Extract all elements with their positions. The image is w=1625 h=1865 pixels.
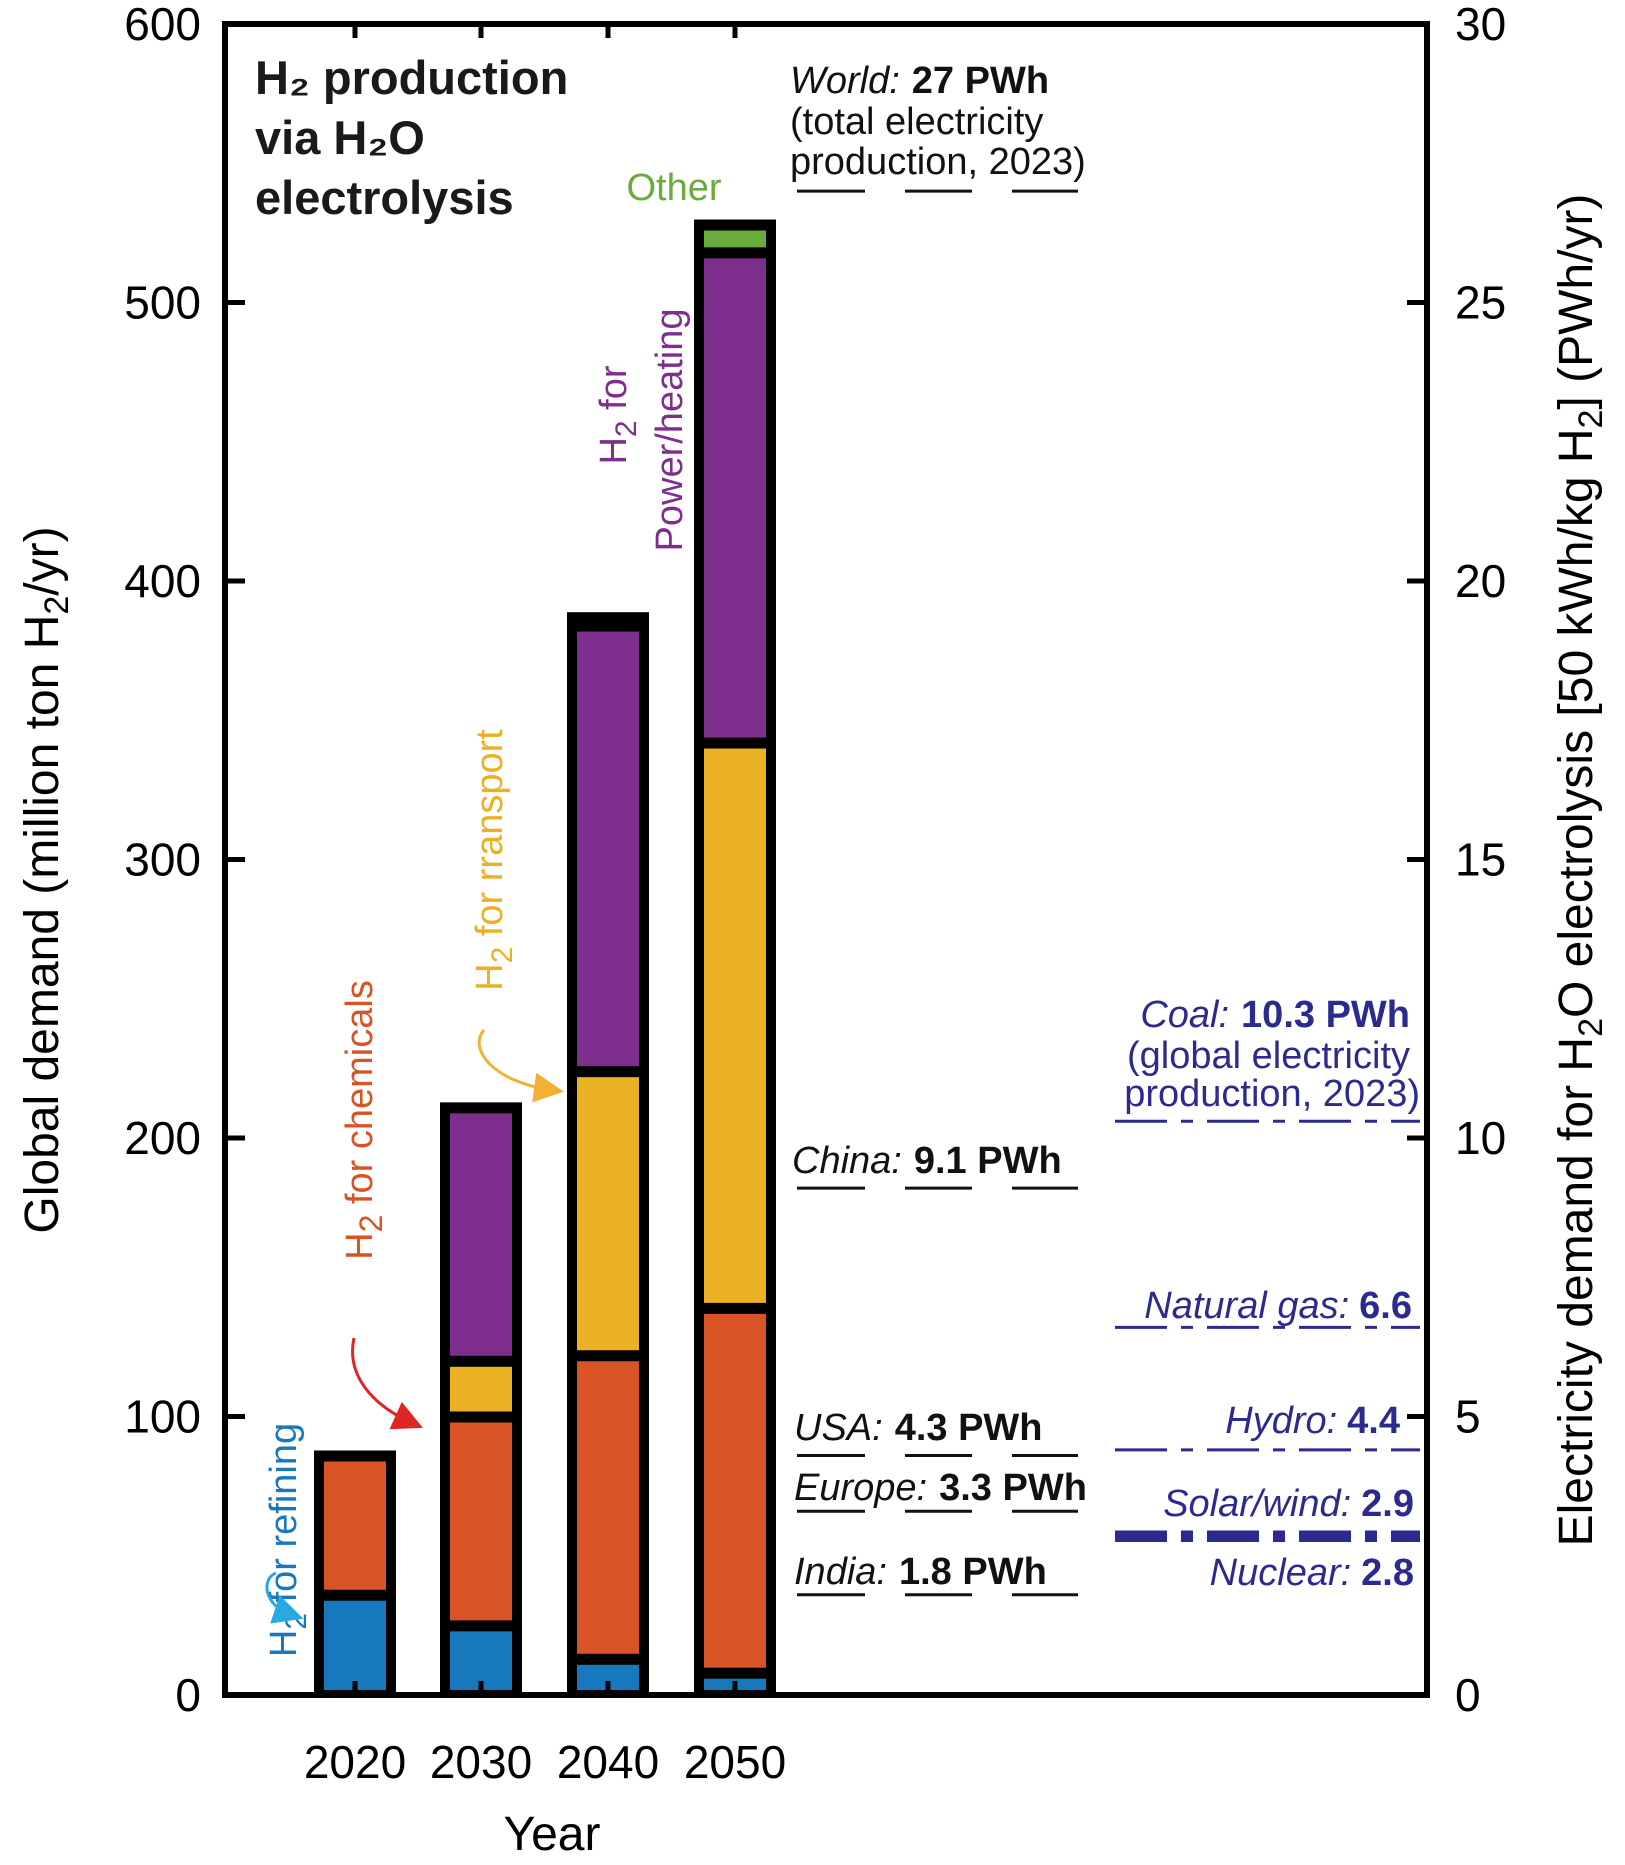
title-line-1: H₂ production <box>255 51 568 104</box>
chart-title: H₂ production via H₂O electrolysis <box>255 51 568 224</box>
ref-coal-note-2: production, 2023) <box>1124 1073 1420 1115</box>
ref-world-note-1: (total electricity <box>790 101 1043 143</box>
y2-tick-label: 10 <box>1455 1112 1506 1164</box>
y2-tick-label: 0 <box>1455 1669 1481 1721</box>
y-tick-label: 600 <box>124 0 201 50</box>
bars-layer: 2020 2030 2040 2050 <box>304 24 786 1788</box>
axes-layer: 0 100 200 300 400 500 600 0 5 10 15 20 25 30 <box>124 0 1506 1721</box>
y-tick-label: 100 <box>124 1391 201 1443</box>
ref-hydro-label: Hydro: 4.4 <box>1225 1400 1400 1442</box>
arrow-refining <box>265 1571 304 1624</box>
title-line-2: via H₂O <box>255 111 425 164</box>
bar-segment-2030-3 <box>450 1113 512 1356</box>
label-refining: H2 for refining <box>263 1423 313 1657</box>
arrow-transport <box>477 1029 564 1103</box>
bar-segment-2050-1 <box>704 1313 766 1668</box>
y2-axis-title: Electricity demand for H2O electrolysis … <box>1550 194 1610 1547</box>
arrow-chemicals <box>351 1337 423 1430</box>
ref-usa-label: USA: 4.3 PWh <box>794 1407 1043 1449</box>
ref-nuclear-label: Nuclear: 2.8 <box>1210 1552 1414 1594</box>
label-other: Other <box>626 167 721 209</box>
y-tick-label: 400 <box>124 555 201 607</box>
y-axis-title: Global demand (million ton H2/yr) <box>16 526 76 1233</box>
bar-segment-2030-0 <box>450 1631 512 1690</box>
ref-natural-gas-label: Natural gas: 6.6 <box>1144 1285 1412 1327</box>
x-tick-label: 2020 <box>304 1736 406 1788</box>
label-power-line-2: Power/heating <box>649 309 691 552</box>
ref-coal-label: Coal: 10.3 PWh <box>1140 994 1410 1036</box>
reference-lines-layer <box>797 189 1420 1597</box>
x-tick-label: 2050 <box>684 1736 786 1788</box>
label-chemicals: H2 for chemicals <box>339 980 389 1260</box>
y2-tick-label: 25 <box>1455 277 1506 329</box>
label-power-line-1: H2 for <box>593 365 643 464</box>
y-tick-label: 300 <box>124 834 201 886</box>
bar-segment-2050-3 <box>704 258 766 738</box>
bar-segment-2040-3 <box>577 631 639 1067</box>
x-tick-label: 2040 <box>557 1736 659 1788</box>
y-tick-label: 0 <box>175 1669 201 1721</box>
y2-tick-label: 5 <box>1455 1391 1481 1443</box>
bar-segment-2030-1 <box>450 1422 512 1621</box>
bar-segment-2020-1 <box>324 1461 386 1590</box>
ref-europe-label: Europe: 3.3 PWh <box>794 1467 1087 1509</box>
bar-segment-2040-2 <box>577 1077 639 1351</box>
x-axis-title: Year <box>504 1808 601 1860</box>
bar-segment-2050-2 <box>704 748 766 1303</box>
ref-china-label: China: 9.1 PWh <box>792 1140 1062 1182</box>
y-tick-label: 500 <box>124 277 201 329</box>
x-tick-label: 2030 <box>430 1736 532 1788</box>
bar-segment-2020-0 <box>324 1600 386 1690</box>
bar-segment-2050-4 <box>704 230 766 248</box>
y-tick-label: 200 <box>124 1112 201 1164</box>
title-line-3: electrolysis <box>255 171 514 224</box>
y2-tick-label: 20 <box>1455 555 1506 607</box>
y2-tick-label: 15 <box>1455 834 1506 886</box>
label-transport: H2 for rransport <box>469 729 519 991</box>
bar-segment-2030-2 <box>450 1366 512 1412</box>
ref-world-label: World: 27 PWh <box>790 60 1049 102</box>
ref-india-label: India: 1.8 PWh <box>794 1551 1047 1593</box>
ref-world-note-2: production, 2023) <box>790 141 1086 183</box>
bar-segment-2040-1 <box>577 1361 639 1654</box>
ref-coal-note-1: (global electricity <box>1127 1035 1410 1077</box>
ref-solar-wind-label: Solar/wind: 2.9 <box>1163 1483 1414 1525</box>
y2-tick-label: 30 <box>1455 0 1506 50</box>
